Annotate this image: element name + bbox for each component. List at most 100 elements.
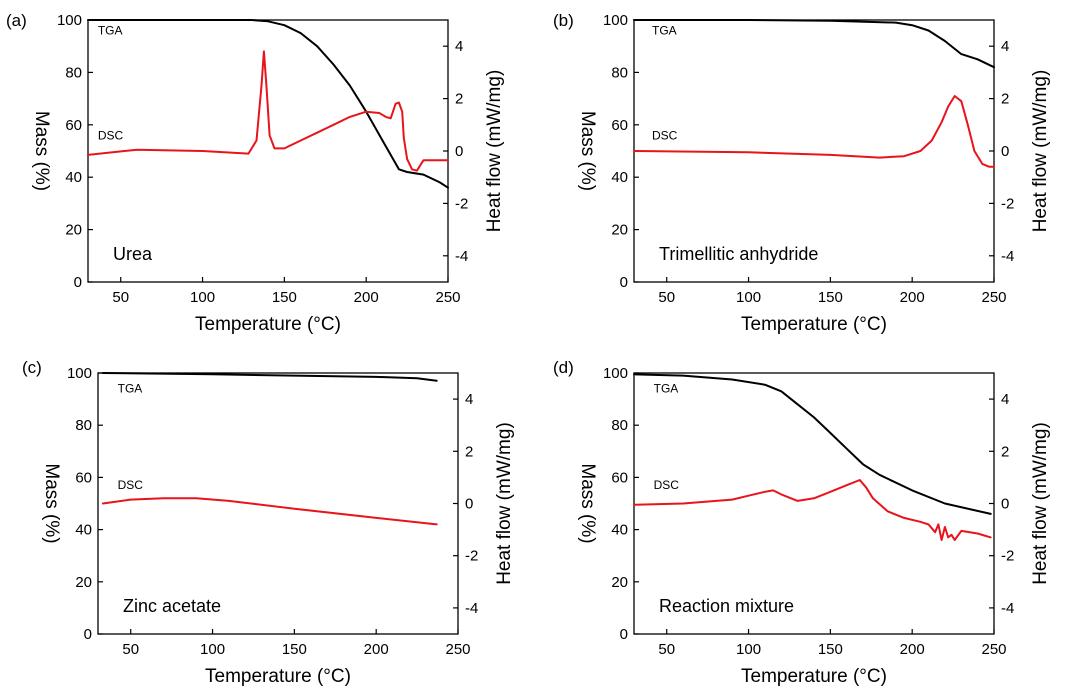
- y-tick-label: 80: [611, 64, 628, 81]
- y2-axis-label: Heat flow (mW/mg): [494, 422, 515, 585]
- sample-label: Reaction mixture: [659, 596, 794, 616]
- y-tick-label: 0: [84, 626, 92, 643]
- y-tick-label: 60: [75, 469, 92, 486]
- series-dsc-line: [101, 497, 438, 526]
- series-tga-line: [633, 19, 995, 69]
- panel-label: (b): [553, 11, 574, 30]
- y2-tick-label: 2: [455, 91, 463, 108]
- y-axis-label: Mass (%): [41, 463, 62, 543]
- panel-c: 50 100 150 200 250 0 20 40 60 80 100 -4 -2 0 2 4 Tempera…: [22, 358, 515, 687]
- y-tick-label: 0: [620, 274, 628, 291]
- y-tick-label: 40: [611, 522, 628, 539]
- x-tick-label: 150: [282, 641, 307, 658]
- x-tick-label: 100: [200, 641, 225, 658]
- x-tick-label: 250: [981, 641, 1006, 658]
- series-tga-line: [87, 19, 449, 189]
- series-tga-line: [633, 373, 992, 515]
- series-dsc-label: DSC: [98, 128, 124, 142]
- y2-tick-label: 0: [465, 496, 473, 513]
- y-tick-label: 20: [611, 222, 628, 239]
- series-tga-line: [101, 372, 438, 382]
- y-tick-label: 40: [611, 169, 628, 186]
- y-axis-label: Mass (%): [577, 111, 598, 191]
- x-tick-label: 250: [981, 289, 1006, 306]
- y2-tick-label: 4: [1001, 38, 1009, 55]
- x-tick-label: 100: [190, 289, 215, 306]
- y-tick-label: 80: [611, 417, 628, 434]
- y-tick-label: 80: [75, 417, 92, 434]
- y2-tick-label: 4: [455, 38, 463, 55]
- series-dsc-line: [633, 95, 995, 168]
- y2-tick-label: 2: [1001, 443, 1009, 460]
- series-tga-label: TGA: [652, 23, 677, 37]
- panel-a: 50 100 150 200 250 0 20 40 60 80 100 -4 -2 0 2 4 Tempera…: [6, 11, 505, 335]
- y2-tick-label: -4: [1001, 600, 1014, 617]
- x-tick-label: 200: [364, 641, 389, 658]
- y-tick-label: 100: [57, 12, 82, 29]
- x-tick-label: 50: [658, 289, 675, 306]
- series-dsc-line: [87, 50, 449, 172]
- y-tick-label: 100: [67, 365, 92, 382]
- x-axis-label: Temperature (°C): [205, 666, 351, 687]
- sample-label: Zinc acetate: [123, 596, 221, 616]
- y-tick-label: 40: [75, 522, 92, 539]
- y2-tick-label: 4: [465, 391, 473, 408]
- x-tick-label: 50: [112, 289, 129, 306]
- y-tick-label: 100: [603, 365, 628, 382]
- series-dsc-line: [633, 479, 992, 541]
- panel-d: 50 100 150 200 250 0 20 40 60 80 100 -4 -2 0 2 4 Tempera…: [553, 358, 1051, 687]
- y2-tick-label: 0: [455, 143, 463, 160]
- y-tick-label: 20: [65, 222, 82, 239]
- plot-frame: [87, 19, 449, 283]
- x-tick-label: 250: [435, 289, 460, 306]
- y2-tick-label: -4: [1001, 248, 1014, 265]
- sample-label: Trimellitic anhydride: [659, 244, 818, 264]
- x-tick-label: 150: [818, 641, 843, 658]
- series-dsc-label: DSC: [118, 478, 144, 492]
- y2-axis-label: Heat flow (mW/mg): [484, 70, 505, 233]
- y-tick-label: 0: [74, 274, 82, 291]
- series-tga-label: TGA: [98, 23, 123, 37]
- y-axis-label: Mass (%): [577, 463, 598, 543]
- y2-axis-label: Heat flow (mW/mg): [1030, 422, 1051, 585]
- x-tick-label: 200: [900, 641, 925, 658]
- y-tick-label: 60: [611, 469, 628, 486]
- y2-tick-label: -2: [1001, 195, 1014, 212]
- y2-tick-label: 0: [1001, 496, 1009, 513]
- y-tick-label: 0: [620, 626, 628, 643]
- x-tick-label: 150: [818, 289, 843, 306]
- x-tick-label: 100: [736, 289, 761, 306]
- y2-tick-label: 2: [465, 443, 473, 460]
- y2-tick-label: -4: [465, 600, 478, 617]
- panel-b: 50 100 150 200 250 0 20 40 60 80 100 -4 -2 0 2 4 Tempera…: [553, 11, 1051, 335]
- y2-tick-label: 0: [1001, 143, 1009, 160]
- y2-tick-label: -2: [455, 195, 468, 212]
- y-tick-label: 20: [611, 574, 628, 591]
- y2-axis-label: Heat flow (mW/mg): [1030, 70, 1051, 233]
- x-axis-label: Temperature (°C): [195, 314, 341, 335]
- y-tick-label: 20: [75, 574, 92, 591]
- panel-label: (a): [6, 11, 27, 30]
- x-tick-label: 100: [736, 641, 761, 658]
- y2-tick-label: 2: [1001, 91, 1009, 108]
- y-tick-label: 80: [65, 64, 82, 81]
- x-tick-label: 250: [445, 641, 470, 658]
- x-axis-label: Temperature (°C): [741, 666, 887, 687]
- y2-tick-label: -2: [465, 548, 478, 565]
- y2-tick-label: -2: [1001, 548, 1014, 565]
- y2-tick-label: -4: [455, 248, 468, 265]
- x-tick-label: 150: [272, 289, 297, 306]
- y-tick-label: 60: [611, 117, 628, 134]
- panel-label: (d): [553, 358, 574, 377]
- y-axis-label: Mass (%): [31, 111, 52, 191]
- x-tick-label: 200: [900, 289, 925, 306]
- x-axis-label: Temperature (°C): [741, 314, 887, 335]
- y-tick-label: 40: [65, 169, 82, 186]
- plot-frame: [97, 372, 459, 635]
- series-tga-label: TGA: [118, 382, 143, 396]
- sample-label: Urea: [113, 244, 153, 264]
- x-tick-label: 200: [354, 289, 379, 306]
- y2-tick-label: 4: [1001, 391, 1009, 408]
- x-tick-label: 50: [658, 641, 675, 658]
